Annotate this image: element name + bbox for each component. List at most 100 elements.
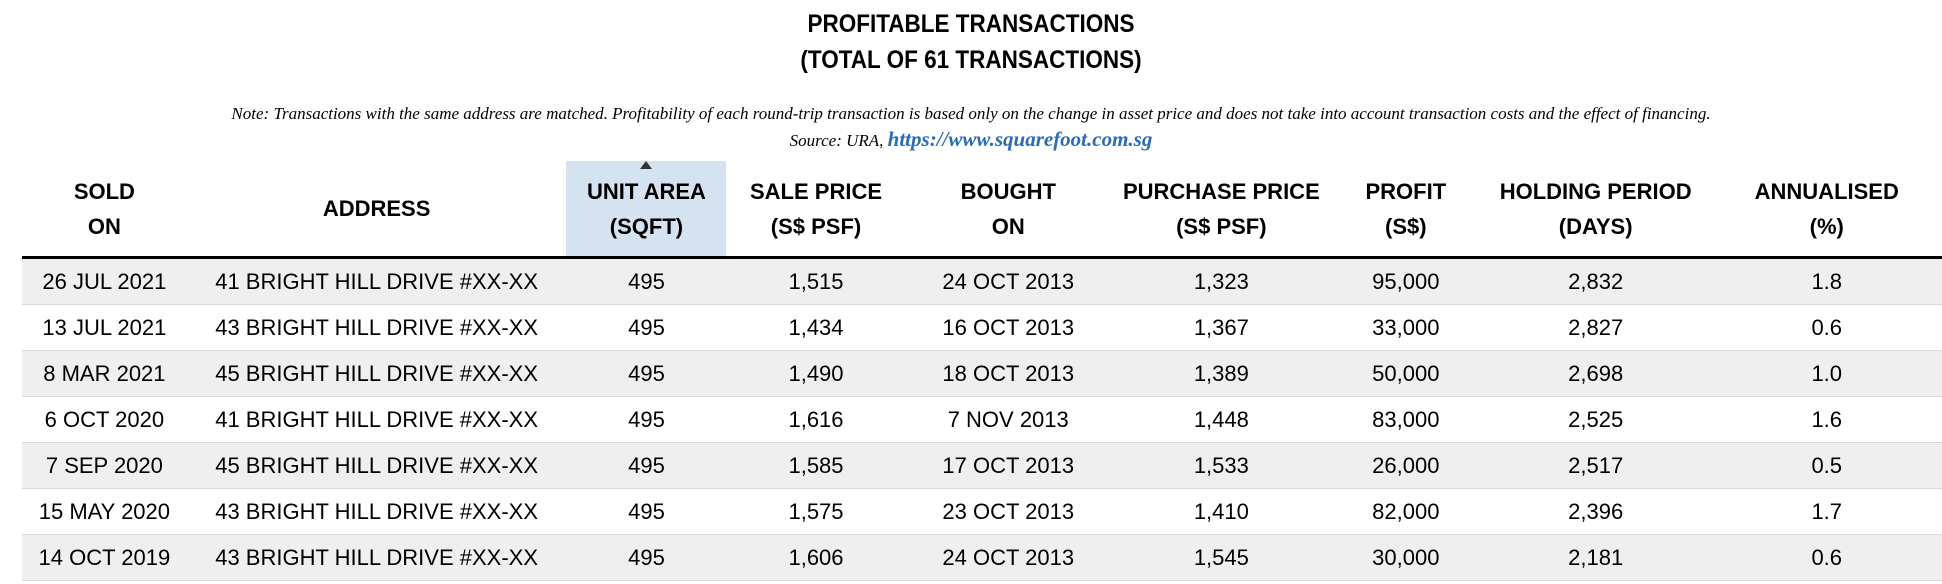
cell-address: 41 BRIGHT HILL DRIVE #XX-XX — [186, 257, 567, 305]
source-label: Source: URA, — [789, 131, 884, 150]
cell-address: 43 BRIGHT HILL DRIVE #XX-XX — [186, 488, 567, 535]
header-line: PURCHASE PRICE — [1122, 178, 1320, 204]
cell-annualised: 1.8 — [1711, 257, 1942, 305]
header-line: (DAYS) — [1558, 213, 1633, 239]
cell-sale-price: 1,434 — [726, 304, 906, 351]
table-header-row: SOLD ON ADDRESS UNIT AREA (SQFT) SALE PRIC… — [22, 161, 1942, 259]
transactions-table: SOLD ON ADDRESS UNIT AREA (SQFT) SALE PRIC… — [22, 161, 1942, 581]
cell-sold-on: 6 OCT 2020 — [22, 396, 187, 443]
cell-unit-area: 495 — [566, 304, 727, 351]
cell-holding-period: 2,181 — [1479, 534, 1712, 581]
cell-purchase-price: 1,448 — [1110, 396, 1332, 443]
cell-bought-on: 24 OCT 2013 — [905, 257, 1111, 305]
table-row: 6 OCT 2020 41 BRIGHT HILL DRIVE #XX-XX 4… — [22, 396, 1942, 443]
cell-bought-on: 16 OCT 2013 — [905, 304, 1111, 351]
cell-annualised: 1.0 — [1711, 350, 1942, 397]
header-line: BOUGHT — [960, 178, 1056, 204]
cell-annualised: 1.7 — [1711, 488, 1942, 535]
cell-address: 43 BRIGHT HILL DRIVE #XX-XX — [186, 534, 567, 581]
cell-purchase-price: 1,323 — [1110, 257, 1332, 305]
cell-sale-price: 1,515 — [726, 257, 906, 305]
cell-unit-area: 495 — [566, 442, 727, 489]
cell-bought-on: 23 OCT 2013 — [905, 488, 1111, 535]
cell-purchase-price: 1,389 — [1110, 350, 1332, 397]
cell-purchase-price: 1,410 — [1110, 488, 1332, 535]
title-line-2: (TOTAL OF 61 TRANSACTIONS) — [800, 46, 1142, 74]
cell-annualised: 0.5 — [1711, 442, 1942, 489]
cell-bought-on: 24 OCT 2013 — [905, 534, 1111, 581]
cell-profit: 50,000 — [1331, 350, 1480, 397]
sort-ascending-icon — [640, 161, 653, 169]
col-header-purchase-price[interactable]: PURCHASE PRICE (S$ PSF) — [1110, 161, 1332, 259]
source-link[interactable]: https://www.squarefoot.com.sg — [887, 127, 1153, 151]
header-line: SALE PRICE — [749, 178, 883, 204]
col-header-holding-period[interactable]: HOLDING PERIOD (DAYS) — [1479, 161, 1712, 259]
header-line: SOLD — [73, 178, 135, 204]
header-line: ON — [87, 213, 121, 239]
disclaimer-note: Note: Transactions with the same address… — [231, 104, 1711, 123]
cell-profit: 83,000 — [1331, 396, 1480, 443]
cell-holding-period: 2,827 — [1479, 304, 1712, 351]
header-line: (S$) — [1385, 213, 1427, 239]
cell-holding-period: 2,517 — [1479, 442, 1712, 489]
cell-profit: 30,000 — [1331, 534, 1480, 581]
cell-address: 45 BRIGHT HILL DRIVE #XX-XX — [186, 350, 567, 397]
cell-holding-period: 2,396 — [1479, 488, 1712, 535]
cell-holding-period: 2,832 — [1479, 257, 1712, 305]
cell-sold-on: 13 JUL 2021 — [22, 304, 187, 351]
header-line: ADDRESS — [322, 196, 431, 221]
cell-unit-area: 495 — [566, 396, 727, 443]
cell-purchase-price: 1,533 — [1110, 442, 1332, 489]
table-row: 8 MAR 2021 45 BRIGHT HILL DRIVE #XX-XX 4… — [22, 350, 1942, 397]
header-line: PROFIT — [1365, 178, 1447, 204]
header-line: (%) — [1809, 213, 1844, 239]
cell-profit: 33,000 — [1331, 304, 1480, 351]
header-line: (S$ PSF) — [770, 213, 862, 239]
cell-sold-on: 7 SEP 2020 — [22, 442, 187, 489]
cell-profit: 26,000 — [1331, 442, 1480, 489]
cell-unit-area: 495 — [566, 534, 727, 581]
header-line: ON — [991, 213, 1025, 239]
cell-address: 45 BRIGHT HILL DRIVE #XX-XX — [186, 442, 567, 489]
cell-sale-price: 1,585 — [726, 442, 906, 489]
source-line: Source: URA, https://www.squarefoot.com.… — [0, 126, 1942, 154]
col-header-sale-price[interactable]: SALE PRICE (S$ PSF) — [726, 161, 906, 259]
cell-bought-on: 17 OCT 2013 — [905, 442, 1111, 489]
cell-sale-price: 1,606 — [726, 534, 906, 581]
table-row: 26 JUL 2021 41 BRIGHT HILL DRIVE #XX-XX … — [22, 257, 1942, 305]
col-header-unit-area[interactable]: UNIT AREA (SQFT) — [566, 161, 727, 259]
cell-purchase-price: 1,545 — [1110, 534, 1332, 581]
cell-purchase-price: 1,367 — [1110, 304, 1332, 351]
cell-sold-on: 15 MAY 2020 — [22, 488, 187, 535]
cell-sale-price: 1,490 — [726, 350, 906, 397]
cell-sale-price: 1,575 — [726, 488, 906, 535]
cell-annualised: 0.6 — [1711, 534, 1942, 581]
cell-profit: 82,000 — [1331, 488, 1480, 535]
cell-annualised: 0.6 — [1711, 304, 1942, 351]
cell-sold-on: 8 MAR 2021 — [22, 350, 187, 397]
cell-bought-on: 18 OCT 2013 — [905, 350, 1111, 397]
col-header-sold-on[interactable]: SOLD ON — [22, 161, 187, 259]
cell-profit: 95,000 — [1331, 257, 1480, 305]
cell-sold-on: 26 JUL 2021 — [22, 257, 187, 305]
cell-annualised: 1.6 — [1711, 396, 1942, 443]
col-header-address[interactable]: ADDRESS — [186, 161, 567, 259]
title-line-1: PROFITABLE TRANSACTIONS — [807, 10, 1135, 38]
header-line: ANNUALISED — [1754, 178, 1899, 204]
table-row: 15 MAY 2020 43 BRIGHT HILL DRIVE #XX-XX … — [22, 488, 1942, 535]
cell-sale-price: 1,616 — [726, 396, 906, 443]
cell-address: 43 BRIGHT HILL DRIVE #XX-XX — [186, 304, 567, 351]
col-header-annualised[interactable]: ANNUALISED (%) — [1711, 161, 1942, 259]
header-line: (S$ PSF) — [1176, 213, 1267, 239]
header-line: HOLDING PERIOD — [1499, 178, 1692, 204]
cell-bought-on: 7 NOV 2013 — [905, 396, 1111, 443]
header-line: (SQFT) — [609, 213, 684, 239]
header-line: UNIT AREA — [586, 178, 706, 204]
cell-unit-area: 495 — [566, 257, 727, 305]
cell-holding-period: 2,698 — [1479, 350, 1712, 397]
table-row: 13 JUL 2021 43 BRIGHT HILL DRIVE #XX-XX … — [22, 304, 1942, 351]
cell-address: 41 BRIGHT HILL DRIVE #XX-XX — [186, 396, 567, 443]
cell-holding-period: 2,525 — [1479, 396, 1712, 443]
col-header-profit[interactable]: PROFIT (S$) — [1331, 161, 1480, 259]
col-header-bought-on[interactable]: BOUGHT ON — [905, 161, 1111, 259]
